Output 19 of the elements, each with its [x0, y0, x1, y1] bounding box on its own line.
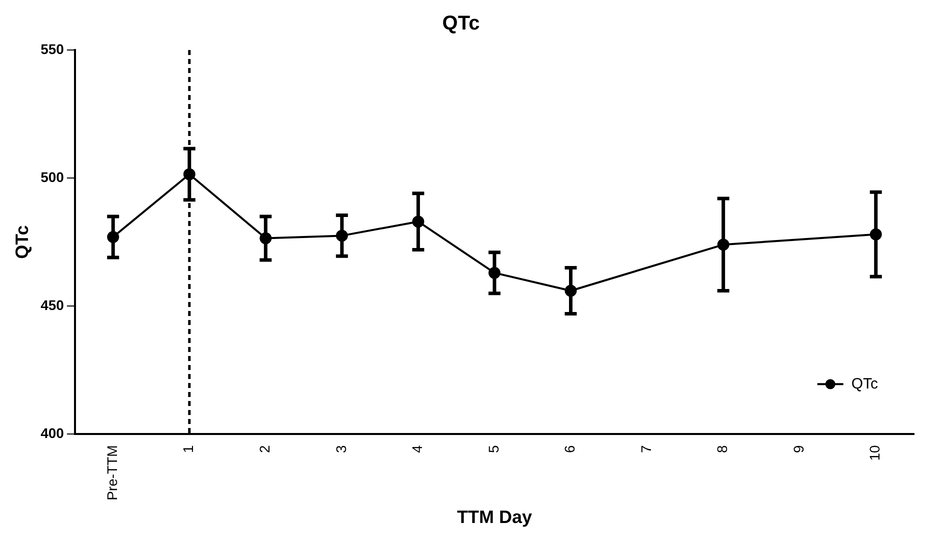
x-tick-label: 8	[714, 444, 730, 453]
x-tick-label: 1	[180, 444, 196, 453]
x-tick-label: 5	[485, 444, 502, 453]
y-tick-label: 500	[40, 168, 64, 185]
y-tick-label: 400	[40, 425, 64, 442]
x-tick-label: 7	[638, 444, 654, 453]
x-tick-label: 2	[256, 444, 273, 453]
x-tick-label: 3	[332, 444, 349, 453]
x-tick-label: 10	[866, 444, 883, 461]
x-tick-label: 6	[562, 444, 578, 453]
x-axis-title: TTM Day	[456, 507, 532, 528]
x-tick-label: Pre-TTM	[104, 445, 120, 500]
y-axis-title: QTc	[12, 225, 32, 259]
chart-title: QTc	[442, 12, 480, 35]
x-tick-label: 9	[790, 444, 806, 453]
legend-label: QTc	[851, 375, 878, 392]
y-tick-label: 550	[40, 40, 64, 57]
x-tick-label: 4	[409, 444, 426, 453]
y-tick-label: 450	[40, 296, 64, 313]
